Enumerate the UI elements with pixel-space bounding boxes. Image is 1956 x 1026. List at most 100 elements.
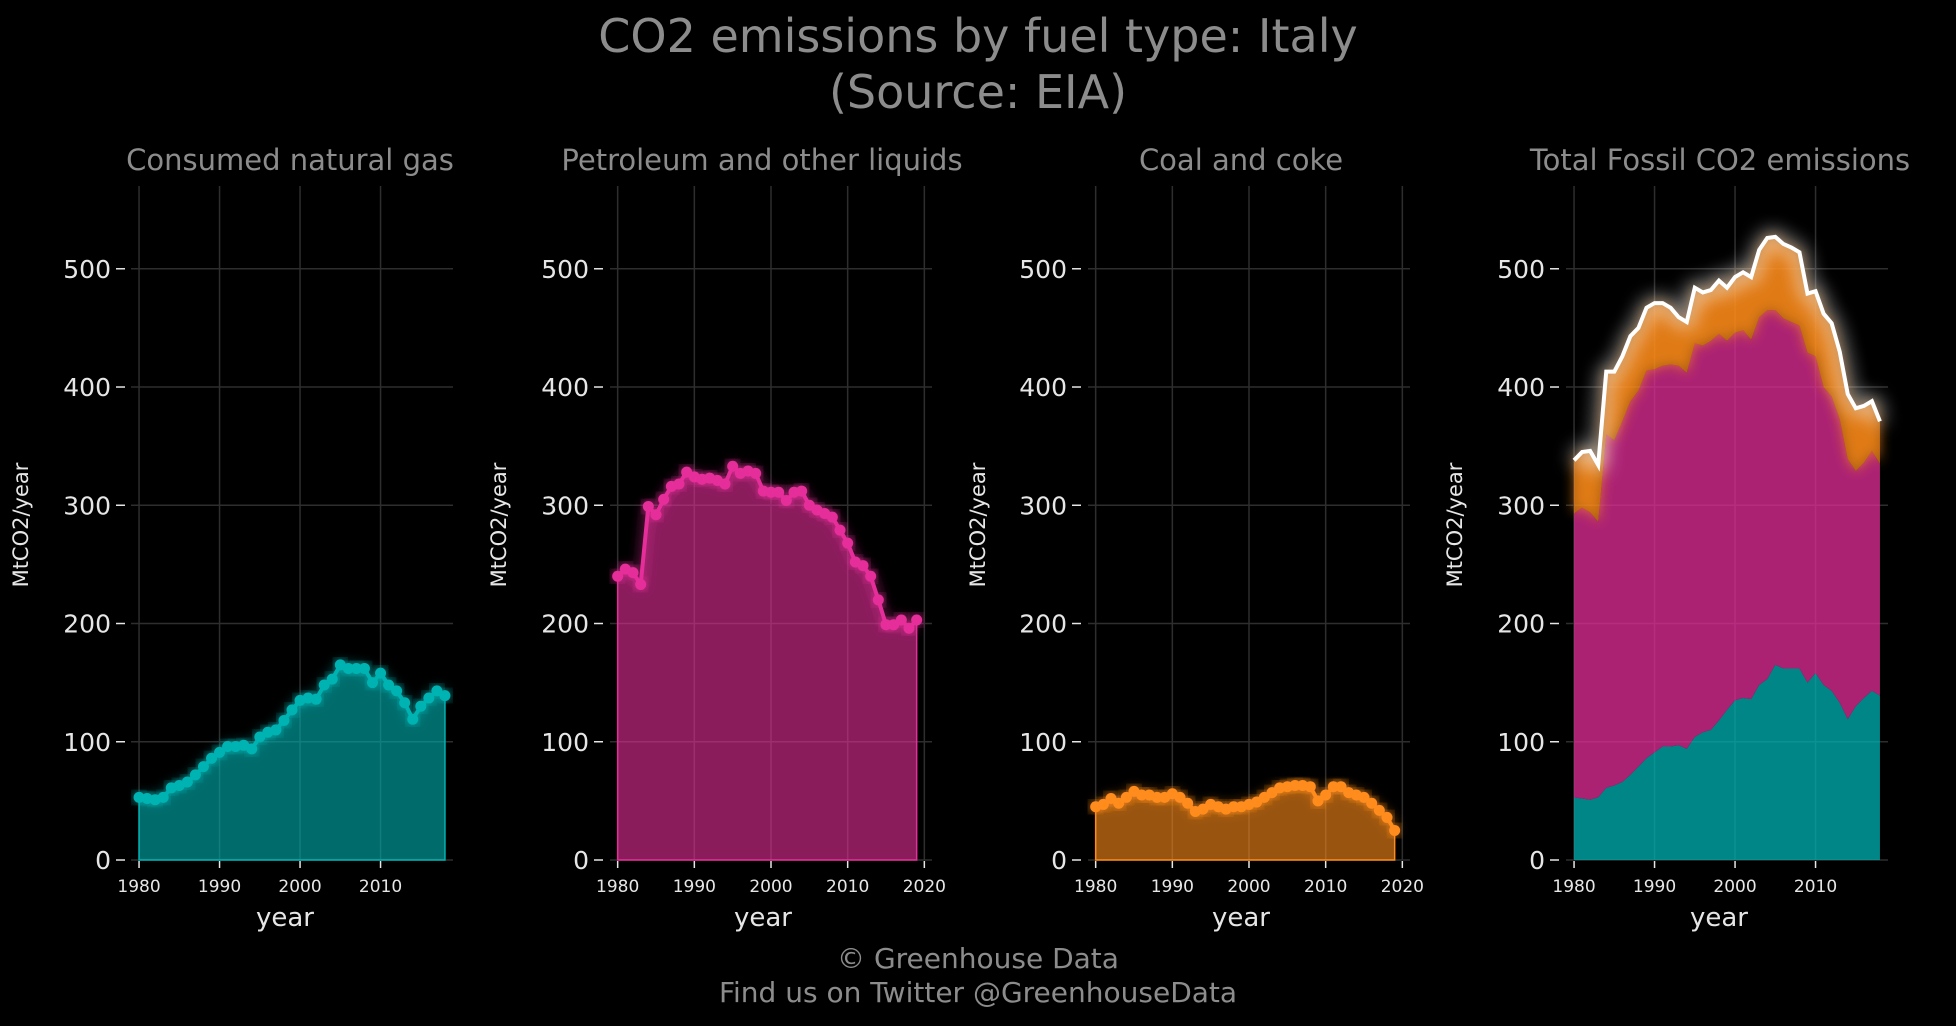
y-tick-label: 0: [1051, 846, 1067, 875]
y-tick-label: 200: [541, 610, 589, 639]
data-point: [358, 662, 370, 674]
data-point: [1174, 791, 1186, 803]
data-point: [865, 570, 877, 582]
y-tick-label: 500: [1019, 255, 1067, 284]
y-tick-label: 0: [95, 846, 111, 875]
data-point: [197, 761, 209, 773]
y-tick-label: 400: [63, 373, 111, 402]
data-point: [673, 478, 685, 490]
data-point: [1389, 824, 1401, 836]
y-tick-label: 100: [541, 728, 589, 757]
data-point: [1182, 797, 1194, 809]
panel-3: 0 100 200 300 400 500 1980 1990 2000 2010 2020 Coal…: [966, 143, 1424, 933]
data-point: [350, 662, 362, 674]
stacked-area-petroleum: [1574, 310, 1880, 800]
x-axis-label: year: [256, 903, 314, 933]
x-tick-label: 2000: [749, 877, 792, 897]
data-point: [780, 495, 792, 507]
x-tick-label: 1990: [673, 877, 716, 897]
y-tick-label: 400: [1497, 373, 1545, 402]
stacked-area-gas: [1574, 664, 1880, 860]
data-point: [642, 500, 654, 512]
panel-2: 0 100 200 300 400 500 1980 1990 2000 2010 2020 Petr…: [487, 143, 963, 933]
data-point: [1358, 791, 1370, 803]
data-point: [1304, 781, 1316, 793]
data-point: [750, 467, 762, 479]
x-tick-label: 1980: [596, 877, 639, 897]
data-point: [423, 692, 435, 704]
footer: © Greenhouse Data Find us on Twitter @Gr…: [0, 942, 1956, 1010]
y-axis-label: MtCO2/year: [966, 462, 990, 587]
panel-title: Consumed natural gas: [126, 143, 454, 177]
data-point: [1113, 797, 1125, 809]
data-point: [1373, 804, 1385, 816]
data-point: [415, 700, 427, 712]
data-point: [278, 714, 290, 726]
x-tick-label: 2000: [1227, 877, 1270, 897]
data-point: [719, 478, 731, 490]
data-point: [895, 614, 907, 626]
data-point: [1366, 797, 1378, 809]
y-tick-label: 400: [541, 373, 589, 402]
data-point: [773, 486, 785, 498]
x-tick-label: 2020: [1381, 877, 1424, 897]
x-tick-label: 2010: [826, 877, 869, 897]
area-fill: [616, 464, 918, 861]
data-point: [635, 578, 647, 590]
data-point: [439, 690, 451, 702]
data-point: [1335, 781, 1347, 793]
data-point: [214, 746, 226, 758]
data-point: [383, 679, 395, 691]
data-point: [407, 713, 419, 725]
data-point: [1289, 780, 1301, 792]
data-point: [1312, 795, 1324, 807]
data-point: [1381, 811, 1393, 823]
x-axis-label: year: [1212, 903, 1270, 933]
data-point: [1097, 798, 1109, 810]
x-axis-label: year: [1690, 903, 1748, 933]
x-tick-label: 2000: [278, 877, 321, 897]
x-tick-label: 1980: [1552, 877, 1595, 897]
data-point: [286, 704, 298, 716]
data-point: [399, 697, 411, 709]
data-point: [650, 509, 662, 521]
data-point: [765, 486, 777, 498]
y-tick-label: 300: [1497, 491, 1545, 520]
y-tick-label: 200: [63, 610, 111, 639]
panel-4: 0 100 200 300 400 500 1980 1990 2000 2010 Total Fo…: [1443, 143, 1910, 933]
y-tick-label: 500: [63, 255, 111, 284]
x-tick-label: 1990: [1633, 877, 1676, 897]
data-point: [872, 594, 884, 606]
data-point: [658, 493, 670, 505]
y-tick-label: 100: [63, 728, 111, 757]
data-point: [367, 677, 378, 689]
data-point: [911, 614, 923, 626]
data-point: [826, 511, 838, 523]
y-tick-label: 300: [541, 491, 589, 520]
x-tick-label: 1980: [1074, 877, 1117, 897]
y-tick-label: 500: [1497, 255, 1545, 284]
data-point: [1327, 781, 1339, 793]
y-tick-label: 300: [63, 491, 111, 520]
data-point: [1120, 791, 1132, 803]
title-line-1: CO2 emissions by fuel type: Italy: [598, 9, 1358, 63]
panel-title: Total Fossil CO2 emissions: [1529, 143, 1910, 177]
title-line-2: (Source: EIA): [828, 65, 1128, 119]
y-tick-label: 100: [1019, 728, 1067, 757]
data-point: [189, 769, 201, 781]
footer-twitter: Find us on Twitter @GreenhouseData: [718, 976, 1238, 1009]
data-point: [310, 693, 322, 705]
x-tick-label: 2000: [1713, 877, 1756, 897]
data-point: [318, 679, 330, 691]
data-point: [834, 524, 846, 536]
data-point: [326, 673, 338, 685]
chart-title: CO2 emissions by fuel type: Italy (Sourc…: [0, 8, 1956, 120]
data-point: [1136, 789, 1148, 801]
data-point: [230, 740, 242, 752]
data-point: [903, 622, 915, 634]
panel-1: 0 100 200 300 400 500 1980 1990 2000 2010 Consumed…: [9, 143, 454, 933]
y-tick-label: 100: [1497, 728, 1545, 757]
y-axis-label: MtCO2/year: [487, 462, 511, 587]
y-tick-label: 200: [1497, 610, 1545, 639]
data-point: [391, 685, 403, 697]
